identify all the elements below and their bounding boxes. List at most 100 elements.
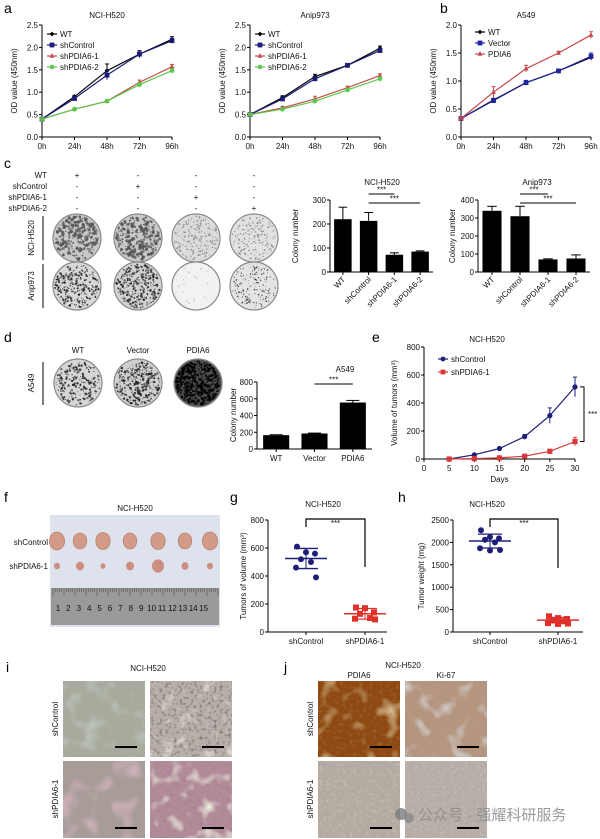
colony-dot [255,272,256,274]
colony-dot [81,380,83,382]
colony-dot [76,298,79,301]
colony-dot [65,378,67,380]
colony-dot [206,270,208,273]
data-point [491,98,496,103]
ruler-number: 4 [87,604,92,613]
colony-dot [74,228,77,231]
colony-dot [182,279,184,281]
colony-dot [66,373,68,375]
colony-dot [62,240,66,244]
colony-dot [132,245,135,248]
colony-dot [196,384,200,388]
colony-dot [91,293,93,295]
colony-dot [183,238,185,241]
colony-dot [132,394,135,397]
colony-dot [117,287,120,290]
colony-dot [86,238,89,241]
colony-dot [135,363,138,366]
colony-dot [127,376,129,378]
colony-dot [86,296,89,299]
x-tick-label: 48h [308,142,321,151]
colony-dot [61,288,64,290]
colony-dot [247,246,249,248]
colony-dot [127,240,131,244]
colony-dot [84,235,87,238]
colony-dot [72,397,75,400]
colony-dot [123,377,125,379]
y-tick-label: 2.0 [235,43,247,52]
ihc-ki67-shpdia6 [405,761,487,838]
tumor [202,531,218,551]
y-tick-label: 2500 [431,516,449,525]
y-tick-label: 0 [260,628,265,637]
colony-dot [181,381,183,384]
panel-c-colony-plates: WT + - - -shControl - + - -shPDIA6-1- - + -shPDIA6-… [8,171,279,311]
colony-dot [148,379,150,381]
colony-dot [180,379,182,381]
colony-dot [264,269,266,270]
colony-dot [75,368,79,371]
colony-dot [147,294,149,296]
y-tick-label: 300 [461,214,475,223]
colony-dot [136,218,139,221]
colony-dot [217,389,219,391]
colony-dot [136,373,138,375]
colony-dot [136,228,139,231]
colony-dot [132,282,135,285]
colony-dot [214,247,217,250]
colony-dot [196,224,199,226]
colony-dot [83,301,86,304]
colony-dot [268,223,270,225]
colony-dot [72,241,75,244]
colony-dot [207,227,209,229]
colony-dot [155,273,158,276]
colony-dot [129,273,131,276]
colony-dot [138,362,141,365]
colony-dot [198,231,200,233]
colony-dot [93,232,96,235]
colony-dot [196,225,198,227]
colony-dot [131,216,134,219]
colony-dot [68,402,70,404]
colony-dot [70,277,73,281]
colony-dot [188,388,191,392]
colony-dot [238,246,241,249]
colony-dot [142,245,146,248]
colony-plate [52,261,102,311]
colony-dot [265,285,266,287]
colony-dot [204,244,206,247]
colony-dot [124,390,126,392]
colony-dot [179,375,183,379]
colony-dot [74,394,77,396]
colony-dot [122,284,125,286]
colony-dot [213,392,217,396]
colony-dot [70,367,72,369]
colony-dot [147,400,149,402]
colony-dot [83,292,86,295]
colony-dot [120,370,123,373]
colony-dot [202,219,205,222]
colony-dot [139,273,141,275]
colony-dot [81,388,83,390]
data-point [560,618,566,625]
colony-dot [71,286,73,288]
tumor [177,532,193,550]
colony-dot [85,274,88,276]
ruler-number: 7 [118,604,123,613]
colony-dot [92,277,95,280]
colony-dot [212,274,214,276]
colony-dot [253,241,255,243]
colony-dot [86,396,89,399]
colony-dot [190,383,194,387]
colony-dot [153,284,155,287]
colony-dot [81,382,83,383]
colony-dot [82,381,85,384]
colony-dot [77,370,80,373]
colony-dot [255,302,258,304]
x-tick-label: 25 [545,464,554,473]
colony-dot [260,226,262,228]
colony-dot [148,303,150,305]
x-tick-label: 15 [495,464,504,473]
colony-dot [75,305,77,307]
